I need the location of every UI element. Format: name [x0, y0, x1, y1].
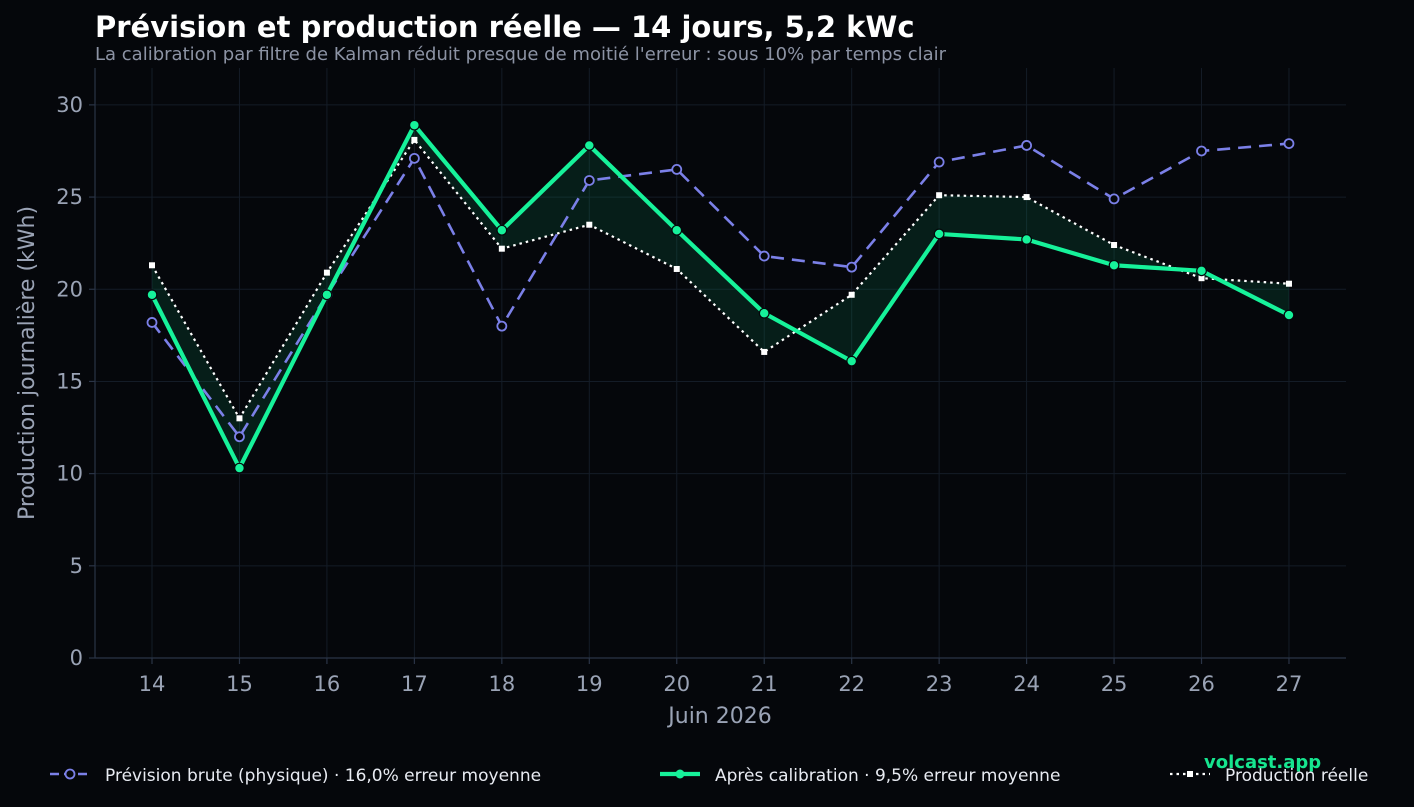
- data-point: [498, 245, 505, 252]
- data-point: [408, 152, 420, 164]
- data-point: [761, 348, 768, 355]
- series-line-2: [151, 138, 1290, 420]
- data-point: [236, 415, 243, 422]
- data-point: [1023, 194, 1030, 201]
- x-tick-label: 14: [139, 672, 166, 696]
- legend-label: Après calibration · 9,5% erreur moyenne: [715, 766, 1060, 786]
- series-line-0: [150, 142, 1290, 439]
- data-point: [846, 355, 858, 367]
- x-tick-label: 20: [663, 672, 690, 696]
- data-point: [321, 289, 333, 301]
- error-band-area: [152, 125, 1289, 469]
- data-point: [1196, 145, 1207, 157]
- data-point: [496, 224, 508, 236]
- data-point: [149, 262, 155, 269]
- data-point: [234, 431, 245, 443]
- data-point: [1283, 309, 1295, 321]
- data-point: [1021, 234, 1032, 245]
- data-point: [583, 175, 595, 186]
- data-point: [586, 221, 593, 228]
- data-point: [234, 462, 245, 474]
- y-tick-label: 15: [56, 369, 83, 393]
- data-point: [1021, 140, 1032, 151]
- grid: [95, 68, 1346, 658]
- data-point: [411, 136, 418, 143]
- ticks: 0 5 10 15 20 25 30 14 15 16 17 18 19 20 21 22 23 24 25 26 27: [56, 93, 1302, 696]
- y-tick-label: 20: [56, 277, 83, 301]
- axes: [94, 68, 1346, 659]
- data-point: [1198, 275, 1205, 282]
- data-point: [1196, 265, 1207, 277]
- data-point: [1108, 193, 1120, 205]
- data-point: [936, 192, 943, 199]
- data-point: [496, 320, 508, 332]
- y-tick-label: 0: [70, 646, 83, 670]
- data-point: [846, 261, 858, 273]
- x-tick-label: 26: [1188, 672, 1215, 696]
- x-tick-label: 23: [926, 672, 953, 696]
- legend-label: Prévision brute (physique) · 16,0% erreu…: [105, 766, 541, 786]
- data-point: [933, 228, 945, 240]
- data-point: [671, 164, 683, 175]
- x-tick-label: 15: [226, 672, 253, 696]
- legend-marker: [64, 768, 76, 780]
- x-tick-label: 25: [1101, 672, 1128, 696]
- x-tick-label: 27: [1276, 672, 1303, 696]
- data-point: [1108, 259, 1120, 271]
- data-point: [408, 119, 420, 131]
- error-band: [152, 125, 1289, 469]
- y-tick-label: 25: [56, 185, 83, 209]
- x-tick-label: 21: [751, 672, 778, 696]
- data-point: [758, 307, 770, 319]
- data-point: [146, 317, 158, 328]
- data-point: [671, 224, 683, 236]
- y-axis-label: Production journalière (kWh): [15, 206, 40, 520]
- x-tick-label: 17: [401, 672, 428, 696]
- x-tick-label: 24: [1013, 672, 1040, 696]
- x-tick-label: 22: [838, 672, 865, 696]
- data-point: [146, 289, 158, 301]
- y-tick-label: 30: [56, 93, 83, 117]
- chart-subtitle: La calibration par filtre de Kalman rédu…: [95, 44, 947, 65]
- x-tick-label: 16: [314, 672, 341, 696]
- y-tick-label: 10: [56, 462, 83, 486]
- data-point: [1285, 280, 1292, 287]
- x-axis-label: Juin 2026: [666, 704, 771, 729]
- data-point: [673, 265, 680, 272]
- data-point: [933, 156, 945, 168]
- data-point: [1283, 138, 1295, 149]
- watermark-brand: volcast.app: [1204, 752, 1322, 773]
- chart-title: Prévision et production réelle — 14 jour…: [95, 10, 915, 44]
- series: [146, 119, 1295, 474]
- x-tick-label: 19: [576, 672, 603, 696]
- data-point: [583, 140, 595, 151]
- legend-marker: [675, 769, 685, 779]
- data-point: [1111, 242, 1118, 248]
- legend: Prévision brute (physique) · 16,0% erreu…: [50, 766, 1368, 786]
- legend-label: Production réelle: [1225, 766, 1368, 786]
- data-point: [848, 291, 855, 298]
- y-tick-label: 5: [70, 554, 83, 578]
- x-tick-label: 18: [488, 672, 515, 696]
- series-line-1: [150, 123, 1290, 471]
- data-point: [758, 250, 770, 262]
- data-point: [323, 269, 330, 276]
- legend-marker: [1187, 771, 1193, 777]
